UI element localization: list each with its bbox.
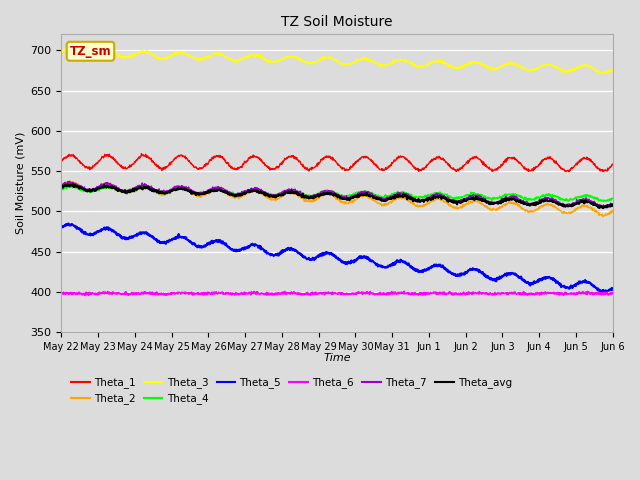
Theta_3 bbox=[495, 65, 503, 71]
Theta_7 bbox=[58, 183, 65, 189]
Theta_4 bbox=[68, 182, 76, 188]
Theta_2 bbox=[423, 201, 431, 206]
Theta_5 bbox=[495, 276, 503, 282]
Line: Theta_avg: Theta_avg bbox=[61, 184, 612, 208]
Theta_7 bbox=[495, 199, 503, 205]
Theta_2 bbox=[167, 189, 175, 195]
Theta_6 bbox=[242, 290, 250, 296]
X-axis label: Time: Time bbox=[323, 353, 351, 363]
Theta_1 bbox=[58, 158, 65, 164]
Line: Theta_7: Theta_7 bbox=[61, 181, 612, 207]
Theta_4 bbox=[58, 186, 65, 192]
Legend: Theta_1, Theta_2, Theta_3, Theta_4, Theta_5, Theta_6, Theta_7, Theta_avg: Theta_1, Theta_2, Theta_3, Theta_4, Thet… bbox=[67, 373, 516, 408]
Theta_6 bbox=[58, 291, 65, 297]
Theta_1 bbox=[423, 163, 431, 169]
Theta_1 bbox=[167, 160, 175, 166]
Theta_4 bbox=[180, 187, 188, 192]
Theta_2 bbox=[544, 201, 552, 207]
Theta_1 bbox=[544, 154, 552, 160]
Theta_2 bbox=[180, 185, 188, 191]
Theta_3 bbox=[167, 53, 175, 59]
Theta_6 bbox=[180, 289, 188, 295]
Theta_avg bbox=[58, 185, 65, 191]
Theta_4 bbox=[242, 188, 250, 193]
Theta_2 bbox=[609, 208, 616, 214]
Theta_3 bbox=[602, 71, 609, 77]
Theta_avg bbox=[423, 196, 431, 202]
Theta_6 bbox=[495, 291, 503, 297]
Theta_6 bbox=[544, 290, 552, 296]
Theta_4 bbox=[544, 193, 552, 199]
Theta_1 bbox=[242, 160, 250, 166]
Theta_6 bbox=[609, 289, 616, 295]
Theta_1 bbox=[138, 151, 145, 156]
Text: TZ_sm: TZ_sm bbox=[70, 45, 111, 58]
Theta_3 bbox=[67, 46, 75, 51]
Theta_3 bbox=[423, 62, 431, 68]
Theta_1 bbox=[495, 165, 503, 171]
Theta_2 bbox=[242, 190, 250, 196]
Theta_3 bbox=[544, 61, 552, 67]
Theta_5 bbox=[58, 224, 65, 230]
Theta_avg bbox=[242, 190, 250, 196]
Theta_7 bbox=[65, 179, 72, 184]
Theta_avg bbox=[544, 198, 552, 204]
Theta_5 bbox=[544, 274, 552, 280]
Theta_2 bbox=[495, 206, 503, 212]
Theta_4 bbox=[495, 195, 503, 201]
Line: Theta_2: Theta_2 bbox=[61, 180, 612, 217]
Theta_1 bbox=[180, 154, 188, 159]
Line: Theta_1: Theta_1 bbox=[61, 154, 612, 172]
Theta_7 bbox=[597, 204, 605, 210]
Theta_avg bbox=[167, 188, 175, 194]
Theta_7 bbox=[423, 194, 431, 200]
Theta_5 bbox=[65, 221, 72, 227]
Theta_5 bbox=[423, 267, 431, 273]
Theta_5 bbox=[609, 287, 616, 292]
Theta_avg bbox=[69, 181, 77, 187]
Theta_5 bbox=[167, 237, 175, 243]
Theta_3 bbox=[609, 66, 616, 72]
Title: TZ Soil Moisture: TZ Soil Moisture bbox=[282, 15, 393, 29]
Theta_2 bbox=[599, 214, 607, 220]
Theta_2 bbox=[66, 178, 74, 183]
Theta_3 bbox=[58, 49, 65, 55]
Line: Theta_5: Theta_5 bbox=[61, 224, 612, 293]
Y-axis label: Soil Moisture (mV): Soil Moisture (mV) bbox=[15, 132, 25, 234]
Theta_4 bbox=[167, 188, 175, 194]
Theta_avg bbox=[495, 200, 503, 205]
Theta_6 bbox=[401, 288, 408, 294]
Theta_3 bbox=[242, 55, 250, 61]
Theta_5 bbox=[602, 290, 609, 296]
Theta_1 bbox=[609, 161, 616, 167]
Theta_7 bbox=[609, 202, 616, 207]
Theta_7 bbox=[180, 185, 188, 191]
Theta_avg bbox=[609, 203, 616, 209]
Theta_5 bbox=[242, 244, 250, 250]
Line: Theta_3: Theta_3 bbox=[61, 48, 612, 74]
Theta_1 bbox=[565, 169, 573, 175]
Line: Theta_4: Theta_4 bbox=[61, 185, 612, 202]
Theta_5 bbox=[180, 234, 188, 240]
Theta_2 bbox=[58, 182, 65, 188]
Theta_6 bbox=[424, 291, 431, 297]
Theta_avg bbox=[180, 186, 188, 192]
Theta_6 bbox=[82, 293, 90, 299]
Line: Theta_6: Theta_6 bbox=[61, 291, 612, 296]
Theta_3 bbox=[180, 51, 188, 57]
Theta_4 bbox=[600, 199, 607, 204]
Theta_7 bbox=[167, 187, 175, 192]
Theta_avg bbox=[599, 205, 607, 211]
Theta_7 bbox=[242, 189, 250, 195]
Theta_4 bbox=[423, 192, 431, 198]
Theta_4 bbox=[609, 195, 616, 201]
Theta_7 bbox=[544, 195, 552, 201]
Theta_6 bbox=[167, 291, 175, 297]
